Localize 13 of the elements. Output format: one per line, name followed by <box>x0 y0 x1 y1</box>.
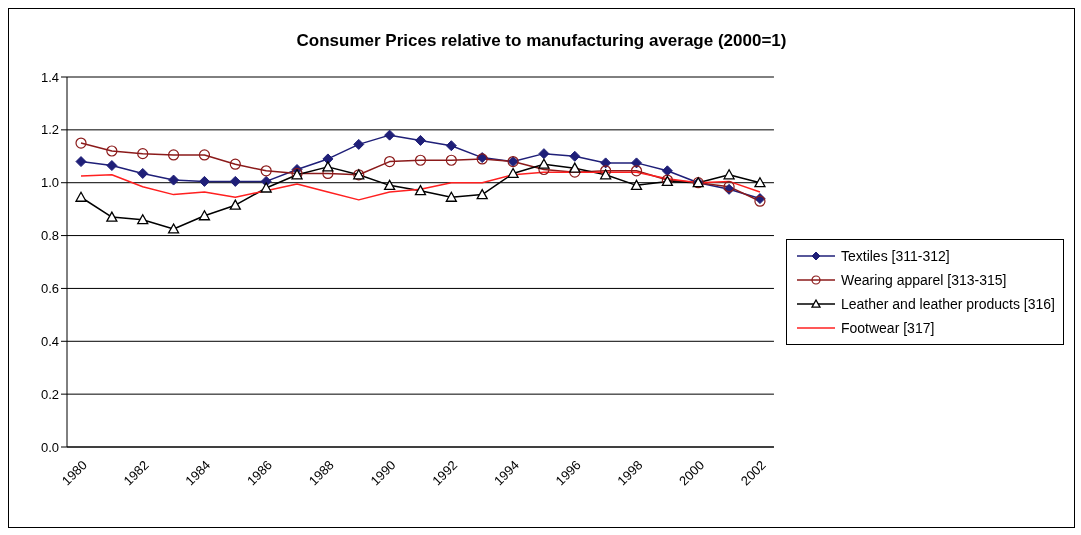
y-tick-label: 0.2 <box>40 386 59 402</box>
legend-label: Wearing apparel [313-315] <box>840 272 1007 288</box>
y-tick-label: 0.8 <box>40 228 59 244</box>
y-tick-label: 0.4 <box>40 333 59 349</box>
legend-label: Footwear [317] <box>840 320 935 336</box>
y-tick-label: 1.2 <box>40 122 59 138</box>
y-tick-label: 0.6 <box>40 281 59 297</box>
chart-title: Consumer Prices relative to manufacturing average (2000=1) <box>295 30 788 52</box>
legend-label: Textiles [311-312] <box>840 248 950 264</box>
y-tick-label: 1.4 <box>40 69 59 85</box>
y-tick-label: 0.0 <box>40 439 59 455</box>
y-tick-label: 1.0 <box>40 175 59 191</box>
legend-label: Leather and leather products [316] <box>840 296 1055 312</box>
